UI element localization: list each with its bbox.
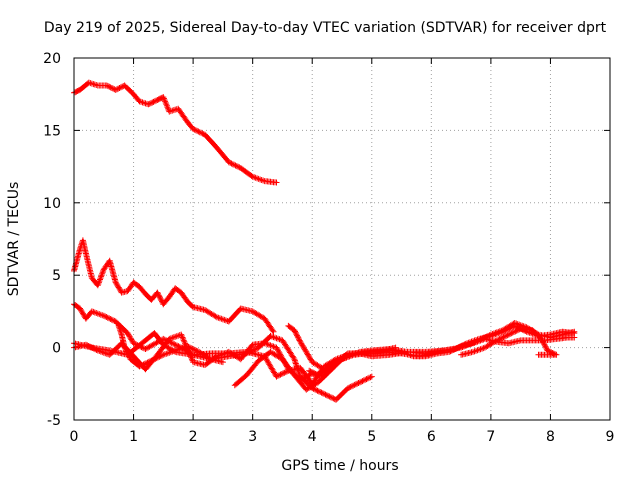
x-tick-label: 3 <box>248 429 257 445</box>
x-tick-label: 4 <box>308 429 317 445</box>
series-sat-f <box>115 322 226 370</box>
series-sat-a <box>71 79 280 186</box>
y-axis-title: SDTVAR / TECUs <box>6 182 22 297</box>
x-tick-label: 6 <box>427 429 436 445</box>
x-tick-label: 9 <box>606 429 615 445</box>
y-tick-label: 5 <box>52 268 61 284</box>
y-tick-label: 0 <box>52 341 61 357</box>
series-markers <box>71 79 280 186</box>
x-tick-label: 7 <box>486 429 495 445</box>
axis-ticks <box>73 57 611 421</box>
plot-frame <box>73 57 611 421</box>
chart-title: Day 219 of 2025, Sidereal Day-to-day VTE… <box>44 20 607 36</box>
x-axis-title: GPS time / hours <box>281 458 398 474</box>
y-tick-label: 15 <box>43 123 61 139</box>
tick-labels: 0 1 2 3 4 5 6 7 8 9 -5 0 5 10 15 20 <box>43 51 614 445</box>
x-tick-label: 1 <box>129 429 138 445</box>
data-series-layer <box>71 79 578 403</box>
grid-lines <box>74 58 610 420</box>
y-tick-label: 20 <box>43 51 61 67</box>
x-tick-label: 5 <box>367 429 376 445</box>
series-sat-b <box>71 237 277 335</box>
x-tick-label: 0 <box>70 429 79 445</box>
x-tick-label: 2 <box>189 429 198 445</box>
series-sat-i <box>306 322 578 379</box>
y-tick-label: -5 <box>47 413 61 429</box>
x-tick-label: 8 <box>546 429 555 445</box>
series-markers <box>71 237 277 335</box>
series-sat-j <box>458 325 560 358</box>
y-tick-label: 10 <box>43 196 61 212</box>
